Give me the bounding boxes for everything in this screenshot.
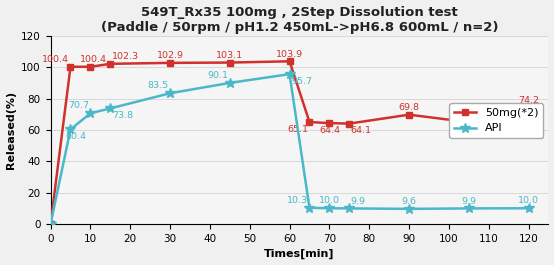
Text: 73.8: 73.8 bbox=[112, 111, 133, 120]
50mg(*2) bbox=[286, 60, 293, 63]
API bbox=[67, 128, 74, 131]
50mg(*2) bbox=[406, 113, 412, 116]
API bbox=[167, 92, 173, 95]
Legend: 50mg(*2), API: 50mg(*2), API bbox=[449, 103, 543, 138]
API bbox=[227, 81, 233, 85]
50mg(*2) bbox=[525, 106, 532, 109]
API bbox=[326, 207, 333, 210]
X-axis label: Times[min]: Times[min] bbox=[264, 249, 335, 259]
Text: 10.0: 10.0 bbox=[319, 196, 340, 205]
Text: 9.6: 9.6 bbox=[402, 197, 417, 206]
API bbox=[306, 206, 313, 209]
Text: 103.9: 103.9 bbox=[276, 50, 303, 59]
Text: 102.9: 102.9 bbox=[157, 51, 183, 60]
50mg(*2) bbox=[47, 222, 54, 226]
Text: 10.3: 10.3 bbox=[287, 196, 308, 205]
Text: 9.9: 9.9 bbox=[461, 197, 476, 206]
50mg(*2) bbox=[465, 121, 472, 124]
Text: 90.1: 90.1 bbox=[207, 71, 228, 80]
50mg(*2) bbox=[67, 65, 74, 68]
50mg(*2) bbox=[227, 61, 233, 64]
API bbox=[346, 207, 353, 210]
Line: 50mg(*2): 50mg(*2) bbox=[47, 58, 532, 227]
50mg(*2) bbox=[167, 61, 173, 64]
Text: 70.7: 70.7 bbox=[68, 101, 89, 111]
Text: 65.0: 65.0 bbox=[458, 111, 479, 120]
Title: 549T_Rx35 100mg , 2Step Dissolution test
(Paddle / 50rpm / pH1.2 450mL->pH6.8 60: 549T_Rx35 100mg , 2Step Dissolution test… bbox=[101, 6, 498, 34]
Text: 83.5: 83.5 bbox=[147, 81, 168, 90]
Text: 10.0: 10.0 bbox=[518, 196, 539, 205]
Text: 64.4: 64.4 bbox=[319, 126, 340, 135]
Text: 65.1: 65.1 bbox=[287, 125, 308, 134]
API bbox=[525, 207, 532, 210]
Y-axis label: Released(%): Released(%) bbox=[6, 91, 16, 169]
Text: 64.1: 64.1 bbox=[351, 126, 372, 135]
Text: 95.7: 95.7 bbox=[291, 77, 312, 86]
Text: 9.9: 9.9 bbox=[351, 197, 366, 206]
Text: 100.4: 100.4 bbox=[80, 55, 107, 64]
Text: 100.4: 100.4 bbox=[42, 55, 69, 64]
API bbox=[406, 207, 412, 210]
50mg(*2) bbox=[346, 122, 353, 125]
Text: 102.3: 102.3 bbox=[112, 52, 139, 61]
API bbox=[87, 112, 94, 115]
Text: 103.1: 103.1 bbox=[216, 51, 243, 60]
API bbox=[465, 207, 472, 210]
Line: API: API bbox=[46, 69, 534, 229]
50mg(*2) bbox=[107, 62, 114, 65]
API bbox=[47, 222, 54, 226]
API bbox=[286, 73, 293, 76]
Text: 69.8: 69.8 bbox=[398, 103, 419, 112]
50mg(*2) bbox=[306, 120, 313, 123]
50mg(*2) bbox=[87, 65, 94, 68]
API bbox=[107, 107, 114, 110]
Text: 74.2: 74.2 bbox=[518, 96, 539, 105]
Text: 60.4: 60.4 bbox=[65, 132, 86, 141]
50mg(*2) bbox=[326, 122, 333, 125]
